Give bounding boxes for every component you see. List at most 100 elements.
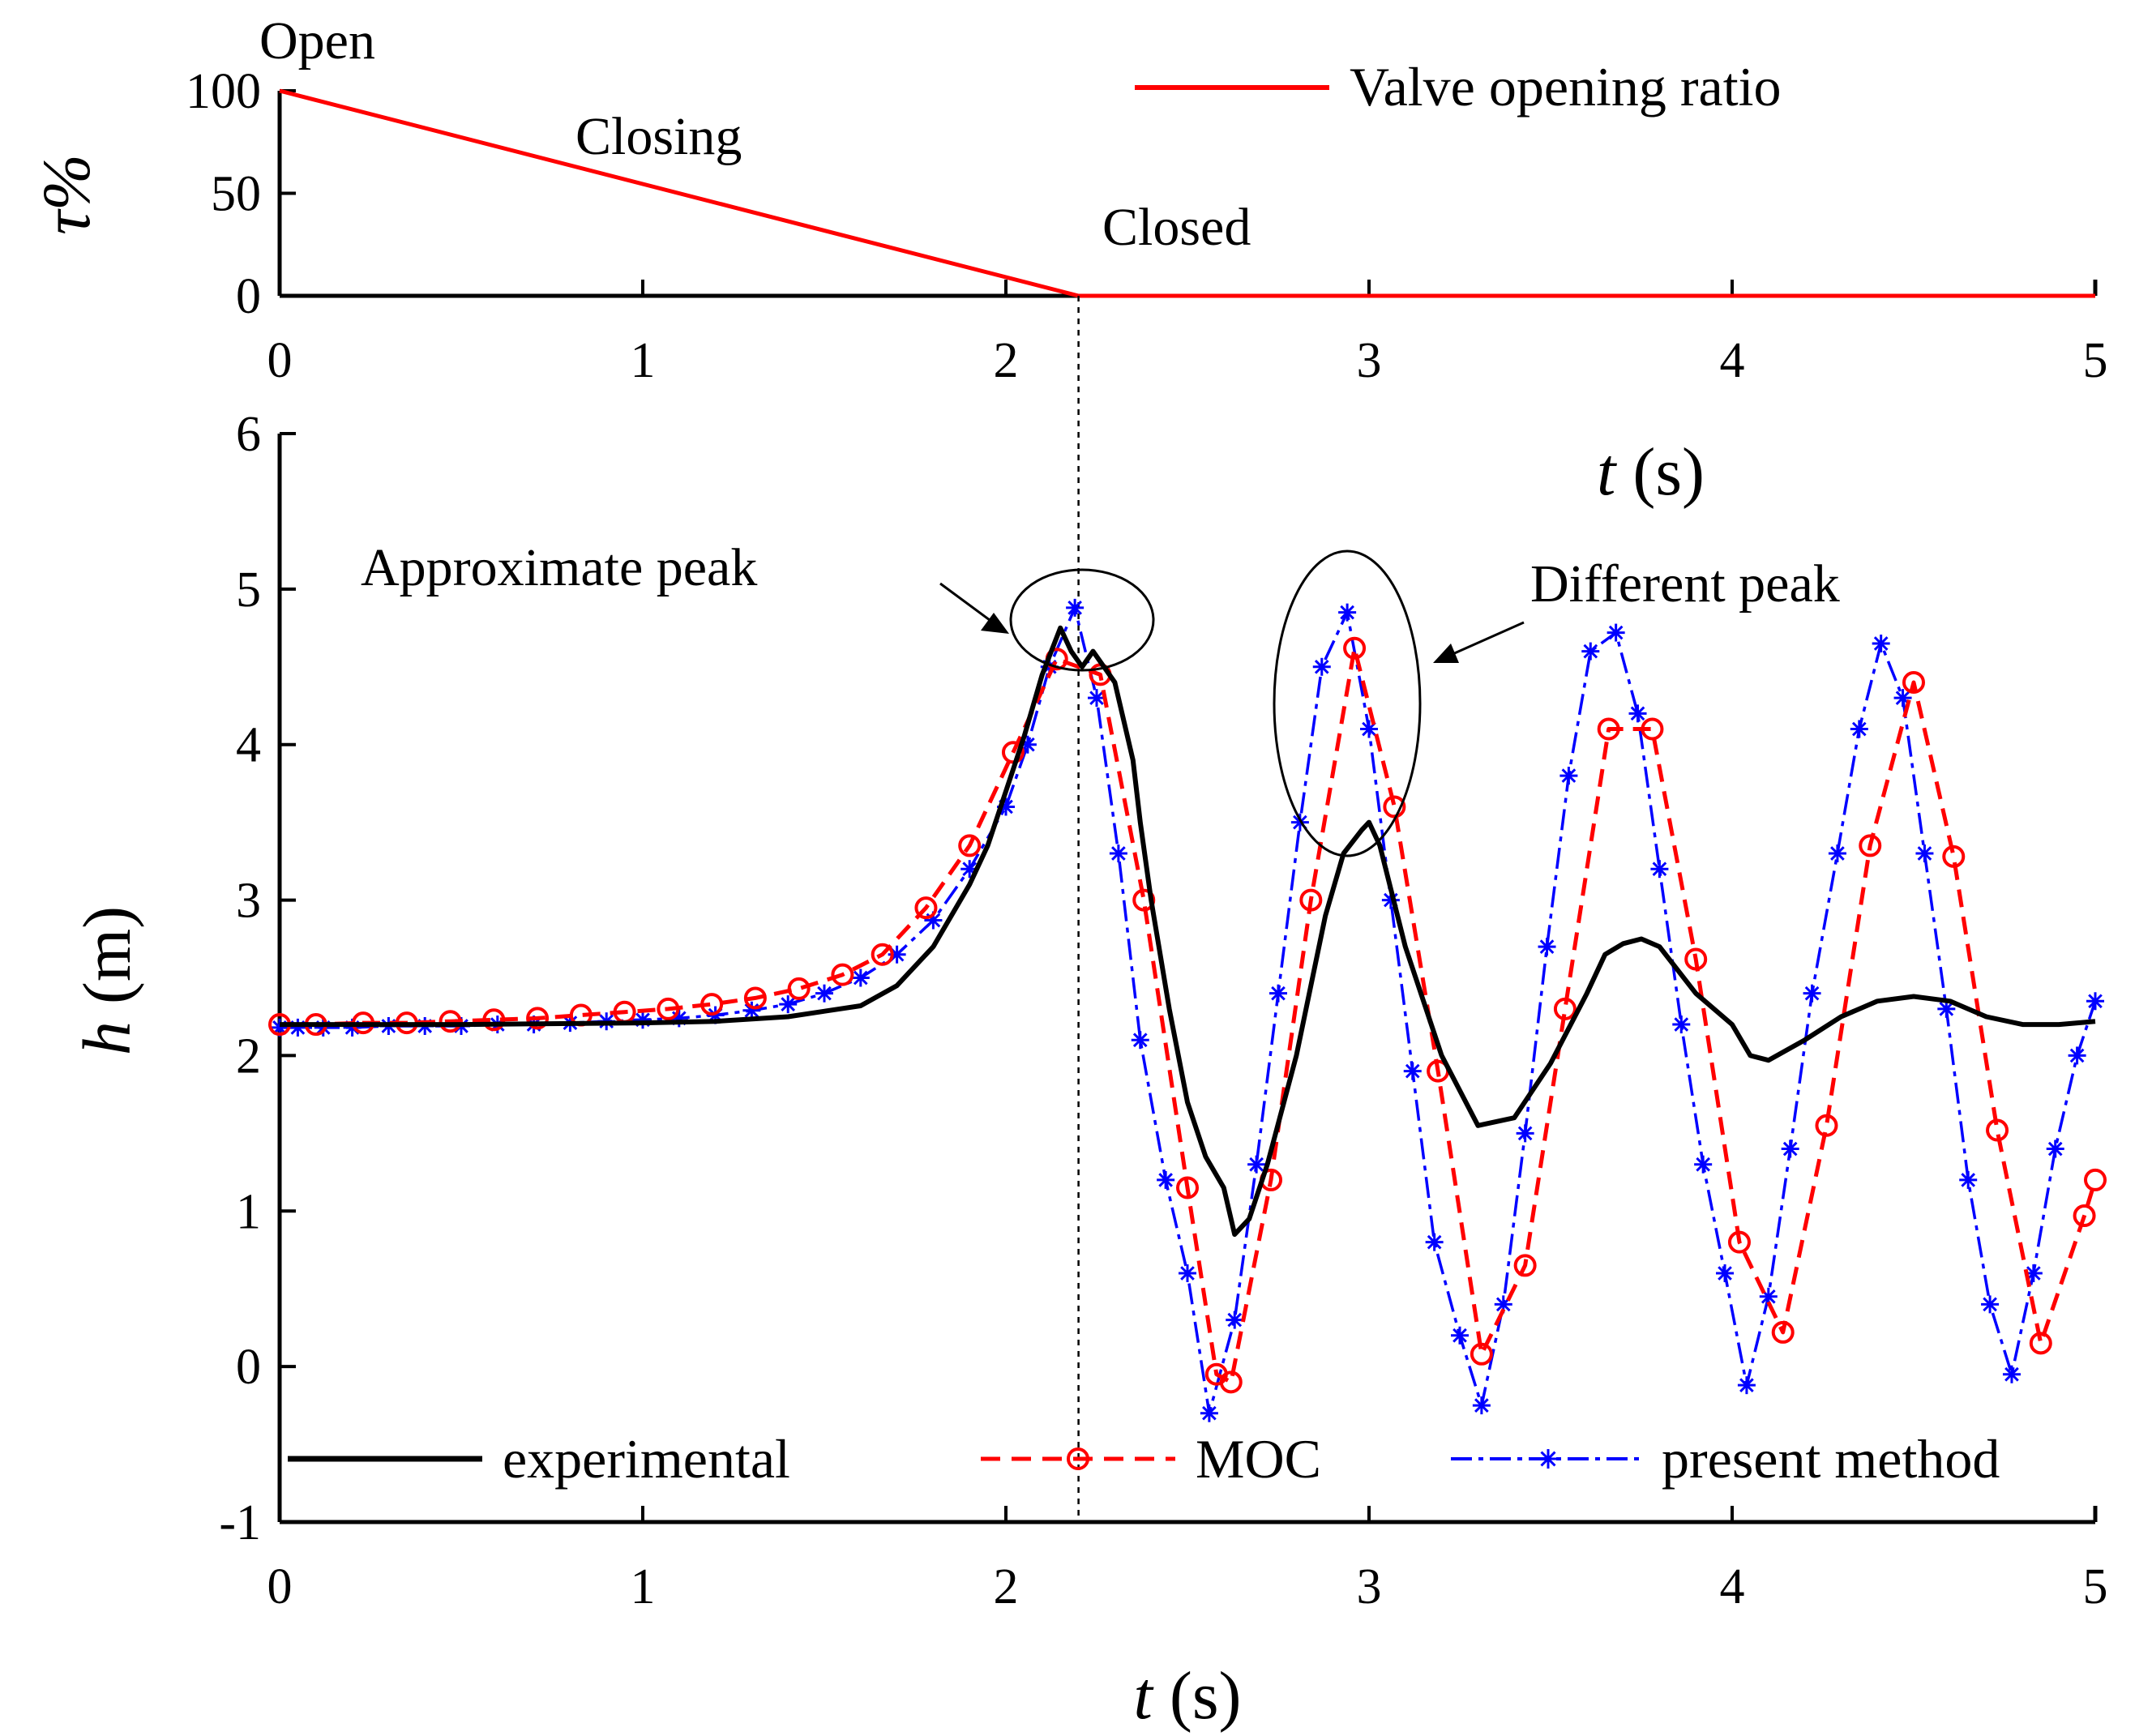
present-method-point: [1538, 938, 1556, 956]
present-method-point: [1451, 1326, 1469, 1345]
legend-asterisk: [1538, 1449, 1558, 1469]
present-method-point: [1360, 720, 1378, 738]
moc-point: [1553, 997, 1577, 1020]
present-method-point: [815, 984, 833, 1003]
moc-point: [914, 896, 938, 920]
head-x-tick-label: 0: [267, 1559, 293, 1614]
head-y-axis-unit: (m): [70, 906, 145, 1021]
valve-x-tick-label: 3: [1357, 333, 1382, 388]
head-y-tick-label: 6: [236, 407, 261, 462]
moc-point: [439, 1010, 462, 1033]
present-method-point: [2086, 992, 2104, 1011]
moc-point: [2084, 1168, 2107, 1191]
moc-point: [1859, 834, 1882, 857]
approximate-peak-arrowhead: [981, 613, 1009, 634]
head-x-axis-var: t: [1134, 1658, 1155, 1734]
legend-label-present: present method: [1662, 1428, 2000, 1490]
present-method-point: [1269, 984, 1287, 1003]
valve-y-tick-label: 0: [236, 269, 261, 324]
present-method-point: [1716, 1264, 1735, 1283]
head-x-axis-unit: (s): [1153, 1658, 1242, 1734]
moc-point: [1727, 1230, 1751, 1254]
present-method-point: [1850, 720, 1868, 738]
valve-x-tick-label: 5: [2083, 333, 2108, 388]
present-method-point: [1981, 1295, 2000, 1314]
present-method-point: [1179, 1264, 1196, 1283]
approximate-peak-label: Approximate peak: [361, 538, 757, 597]
different-peak-label: Different peak: [1530, 554, 1840, 614]
present-method-point: [1403, 1062, 1422, 1080]
moc-point: [743, 986, 767, 1010]
head-x-tick-label: 1: [631, 1559, 656, 1614]
head-x-tick-label: 3: [1357, 1559, 1382, 1614]
present-method-point: [1088, 689, 1106, 708]
moc-point: [1986, 1118, 2009, 1142]
present-method-point: [1672, 1016, 1691, 1034]
moc-point: [1597, 717, 1620, 741]
moc-point: [657, 997, 680, 1020]
moc-point: [1641, 717, 1664, 741]
moc-point: [787, 977, 811, 1000]
valve-x-axis-var: t: [1597, 434, 1618, 510]
moc-point: [1132, 888, 1156, 912]
present-method-point: [1516, 1124, 1534, 1143]
moc-point: [958, 834, 982, 857]
moc-point: [871, 943, 894, 966]
valve-opening-line: [279, 88, 2095, 298]
present-method-point: [1247, 1155, 1266, 1174]
head-x-axis-title: t (s): [1134, 1658, 1242, 1734]
different-peak-arrow: [1450, 621, 1525, 656]
head-x-tick-label: 2: [994, 1559, 1019, 1614]
legend-label-moc: MOC: [1196, 1428, 1321, 1490]
head-y-tick-label: 2: [236, 1028, 261, 1084]
legend-label-experimental: experimental: [503, 1428, 790, 1490]
present-method-point: [1737, 1376, 1756, 1395]
present-method-point: [1131, 1031, 1149, 1050]
annotation-closing: Closing: [575, 107, 742, 166]
present-method-point: [1828, 844, 1846, 863]
valve-y-axis-title: τ%: [29, 154, 105, 235]
present-method-point: [1472, 1396, 1491, 1415]
moc-point: [1815, 1114, 1838, 1137]
present-method-point: [1200, 1404, 1218, 1422]
moc-point: [1383, 795, 1406, 819]
moc-point: [1771, 1320, 1795, 1344]
present-method-point: [1157, 1170, 1175, 1189]
legend-marker-moc: [1067, 1447, 1089, 1470]
peak-annotations: Approximate peak Different peak: [361, 538, 1840, 857]
present-method-point: [634, 1011, 652, 1029]
moc-point: [1902, 670, 1925, 694]
head-y-axis-title: h (m): [70, 906, 145, 1055]
valve-legend: Valve opening ratio: [1135, 56, 1782, 118]
valve-y-tick-label: 100: [186, 64, 261, 119]
present-method-point: [1650, 860, 1669, 879]
head-y-tick-label: 3: [236, 874, 261, 929]
series-line-present-method: [280, 606, 2097, 1415]
moc-point: [1513, 1254, 1537, 1277]
valve-x-tick-label: 0: [267, 333, 293, 388]
moc-point: [1942, 844, 1966, 868]
head-x-tick-label: 4: [1720, 1559, 1745, 1614]
approximate-peak-arrow: [939, 582, 994, 624]
moc-point: [1299, 888, 1323, 912]
head-y-axis-var: h: [70, 1021, 145, 1055]
valve-x-tick-label: 2: [994, 333, 1019, 388]
present-method-point: [1959, 1170, 1978, 1189]
series-line-experimental: [280, 625, 2096, 1238]
present-method-point: [2068, 1046, 2086, 1065]
present-method-point: [2046, 1140, 2064, 1158]
present-method-point: [1803, 984, 1821, 1003]
annotation-open: Open: [259, 11, 375, 71]
present-method-point: [1109, 844, 1127, 863]
series-line-moc: [280, 646, 2098, 1384]
head-y-tick-label: 1: [236, 1184, 261, 1239]
moc-point: [831, 963, 854, 986]
approximate-peak-ellipse: [1009, 568, 1155, 672]
present-method-point: [1781, 1140, 1799, 1158]
annotation-closed: Closed: [1102, 198, 1251, 257]
head-y-tick-label: 0: [236, 1340, 261, 1395]
